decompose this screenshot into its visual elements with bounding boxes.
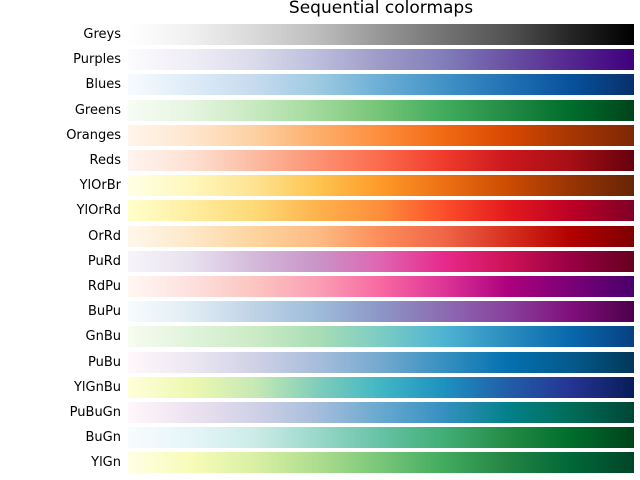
colormap-row: Purples bbox=[0, 49, 640, 71]
colormap-gradient-bar bbox=[128, 276, 634, 297]
colormap-label: BuGn bbox=[85, 430, 121, 446]
colormap-label: YlOrRd bbox=[76, 203, 121, 219]
colormap-gradient-bar bbox=[128, 200, 634, 222]
chart-title: Sequential colormaps bbox=[288, 0, 474, 18]
colormap-label: YlOrBr bbox=[79, 178, 121, 194]
colormap-gradient-bar bbox=[128, 175, 634, 197]
colormap-label: YlGn bbox=[91, 455, 121, 471]
colormap-row: GnBu bbox=[0, 326, 640, 348]
colormap-label: PuBu bbox=[87, 354, 121, 370]
colormap-gradient-bar bbox=[128, 74, 634, 96]
colormap-row: YlGnBu bbox=[0, 376, 640, 398]
colormap-gradient-bar bbox=[128, 427, 634, 449]
colormap-label: Purples bbox=[73, 52, 121, 68]
colormap-row: RdPu bbox=[0, 276, 640, 297]
colormap-label: Greys bbox=[83, 27, 121, 42]
colormap-label: PuBuGn bbox=[69, 405, 121, 420]
colormap-gradient-bar bbox=[128, 452, 634, 474]
colormap-gradient-bar bbox=[128, 225, 634, 247]
colormap-row: Greys bbox=[0, 24, 640, 45]
colormap-label: GnBu bbox=[85, 329, 121, 345]
colormap-label: OrRd bbox=[88, 228, 121, 244]
colormap-row: Oranges bbox=[0, 124, 640, 146]
colormap-gradient-bar bbox=[128, 49, 634, 71]
colormap-gradient-bar bbox=[128, 150, 634, 171]
colormap-row: YlOrBr bbox=[0, 175, 640, 197]
colormap-row: PuBu bbox=[0, 351, 640, 373]
colormap-label: Reds bbox=[89, 153, 121, 168]
colormap-label: BuPu bbox=[87, 304, 121, 320]
colormap-row: Greens bbox=[0, 99, 640, 121]
colormap-gradient-bar bbox=[128, 24, 634, 45]
colormap-gradient-bar bbox=[128, 250, 634, 272]
colormap-row: YlGn bbox=[0, 452, 640, 474]
colormap-row: Reds bbox=[0, 150, 640, 171]
colormap-gradient-bar bbox=[128, 99, 634, 121]
colormap-row: YlOrRd bbox=[0, 200, 640, 222]
colormap-gradient-bar bbox=[128, 124, 634, 146]
colormap-row: BuPu bbox=[0, 301, 640, 323]
colormap-label: PuRd bbox=[87, 253, 121, 269]
colormap-row: OrRd bbox=[0, 225, 640, 247]
colormap-row: BuGn bbox=[0, 427, 640, 449]
colormap-gradient-bar bbox=[128, 351, 634, 373]
colormap-gradient-bar bbox=[128, 326, 634, 348]
colormap-label: Oranges bbox=[66, 127, 121, 143]
colormap-label: YlGnBu bbox=[73, 379, 121, 395]
colormap-label: RdPu bbox=[87, 279, 121, 294]
colormap-label: Greens bbox=[74, 102, 121, 118]
colormap-row: PuRd bbox=[0, 250, 640, 272]
colormap-label: Blues bbox=[85, 77, 121, 93]
colormap-row: PuBuGn bbox=[0, 402, 640, 423]
colormap-gradient-bar bbox=[128, 301, 634, 323]
colormap-row: Blues bbox=[0, 74, 640, 96]
colormap-gradient-bar bbox=[128, 376, 634, 398]
colormap-gradient-bar bbox=[128, 402, 634, 423]
